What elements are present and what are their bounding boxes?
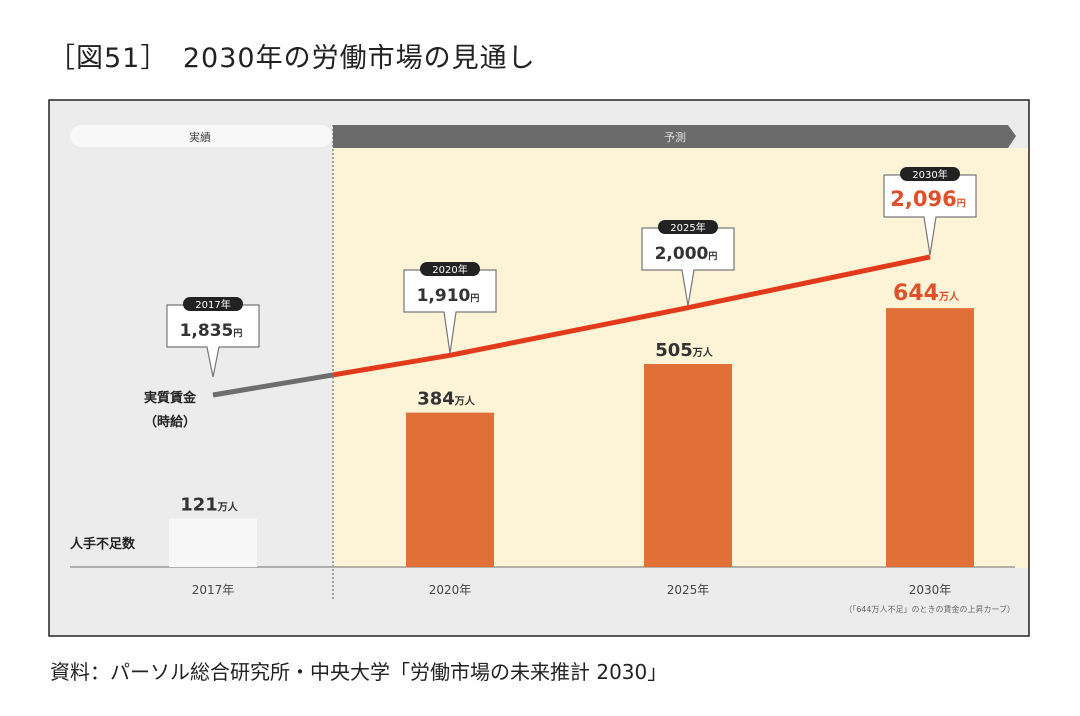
line-series-label-sub: （時給） <box>144 414 196 430</box>
x-tick-label: 2030年 <box>909 583 952 597</box>
callout-year: 2030年 <box>912 168 947 181</box>
forecast-band-arrow <box>333 125 1016 148</box>
callout-year-pill <box>420 262 480 276</box>
bar-series-label: 人手不足数 <box>70 536 136 552</box>
footnote: （「644万人不足」のときの賃金の上昇カーブ） <box>844 604 1015 614</box>
callout-box <box>166 304 260 378</box>
callout-year: 2017年 <box>195 298 230 311</box>
line-series-label: 実質賃金 <box>144 390 197 406</box>
bar <box>886 308 974 567</box>
callout-box <box>403 269 497 354</box>
source-note: 資料：パーソル総合研究所・中央大学「労働市場の未来推計 2030」 <box>50 660 668 684</box>
forecast-band-label: 予測 <box>664 130 686 144</box>
callout-value: 2,096円 <box>890 187 965 211</box>
x-tick-label: 2020年 <box>429 583 472 597</box>
callout-box <box>641 227 735 306</box>
callout-year-pill <box>900 167 960 181</box>
callout-year: 2020年 <box>432 263 467 276</box>
bar <box>169 518 257 567</box>
actual-band <box>70 125 332 147</box>
bar <box>406 412 494 567</box>
callout-year-pill <box>183 297 243 311</box>
callout-value: 2,000円 <box>655 244 718 264</box>
bar <box>644 363 732 567</box>
actual-band-label: 実績 <box>189 130 211 144</box>
x-tick-label: 2017年 <box>192 583 235 597</box>
bar-value-label: 384万人 <box>417 389 476 410</box>
callout-value: 1,910円 <box>417 286 480 306</box>
wage-line-actual <box>212 372 334 398</box>
callout-year: 2025年 <box>670 221 705 234</box>
x-tick-label: 2025年 <box>667 583 710 597</box>
wage-line-forecast <box>332 254 931 378</box>
callout-box <box>883 174 977 256</box>
page-title: ［図51］ 2030年の労働市場の見通し <box>48 43 536 74</box>
callout-year-pill <box>658 220 718 234</box>
callout-value: 1,835円 <box>180 321 243 341</box>
